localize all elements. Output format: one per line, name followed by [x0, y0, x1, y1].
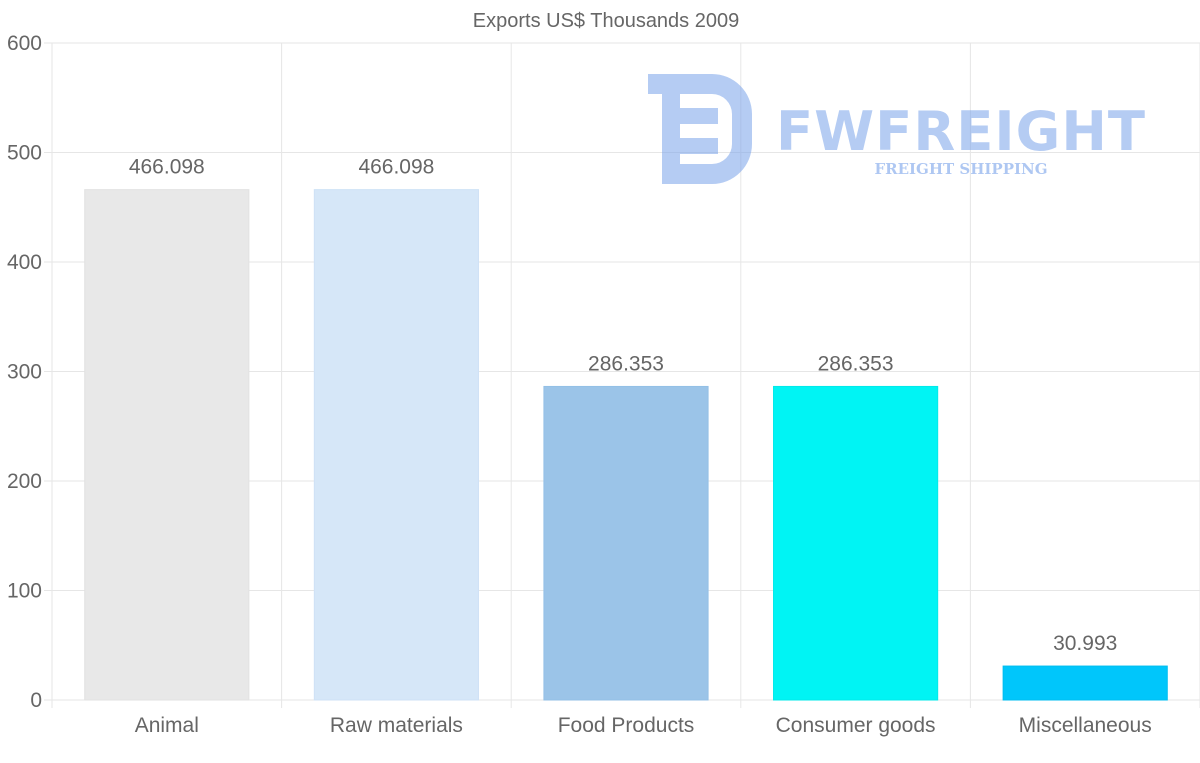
- y-tick-label: 0: [30, 689, 42, 712]
- bar-value-label: 466.098: [358, 156, 434, 179]
- x-category-label: Consumer goods: [776, 714, 936, 737]
- bar-consumer-goods: [773, 385, 939, 701]
- y-tick-label: 600: [7, 32, 42, 55]
- bar-value-label: 30.993: [1053, 632, 1117, 655]
- chart-title: Exports US$ Thousands 2009: [473, 10, 739, 32]
- bar-animal: [84, 189, 250, 701]
- bar-value-label: 466.098: [129, 156, 205, 179]
- x-category-label: Food Products: [558, 714, 695, 737]
- data-labels: 466.098 466.098 286.353 286.353 30.993: [129, 156, 1117, 655]
- watermark-logo: FWFREIGHT FREIGHT SHIPPING: [648, 74, 1146, 184]
- watermark-brand: FWFREIGHT: [776, 100, 1146, 163]
- y-axis-ticks: 0 100 200 300 400 500 600: [7, 32, 42, 712]
- x-category-label: Raw materials: [330, 714, 463, 737]
- bar-value-label: 286.353: [818, 352, 894, 375]
- bar-miscellaneous: [1002, 665, 1168, 701]
- y-tick-label: 300: [7, 361, 42, 384]
- x-axis-labels: Animal Raw materials Food Products Consumer…: [135, 714, 1152, 737]
- y-tick-label: 400: [7, 251, 42, 274]
- bar-food-products: [543, 385, 709, 701]
- x-category-label: Miscellaneous: [1019, 714, 1152, 737]
- x-category-label: Animal: [135, 714, 199, 737]
- bars: [84, 189, 1168, 701]
- watermark-tagline: FREIGHT SHIPPING: [874, 160, 1047, 178]
- bar-value-label: 286.353: [588, 352, 664, 375]
- bar-raw-materials: [313, 189, 479, 701]
- fw-logo-icon: [648, 74, 752, 184]
- y-tick-label: 100: [7, 580, 42, 603]
- y-tick-label: 200: [7, 470, 42, 493]
- y-tick-label: 500: [7, 142, 42, 165]
